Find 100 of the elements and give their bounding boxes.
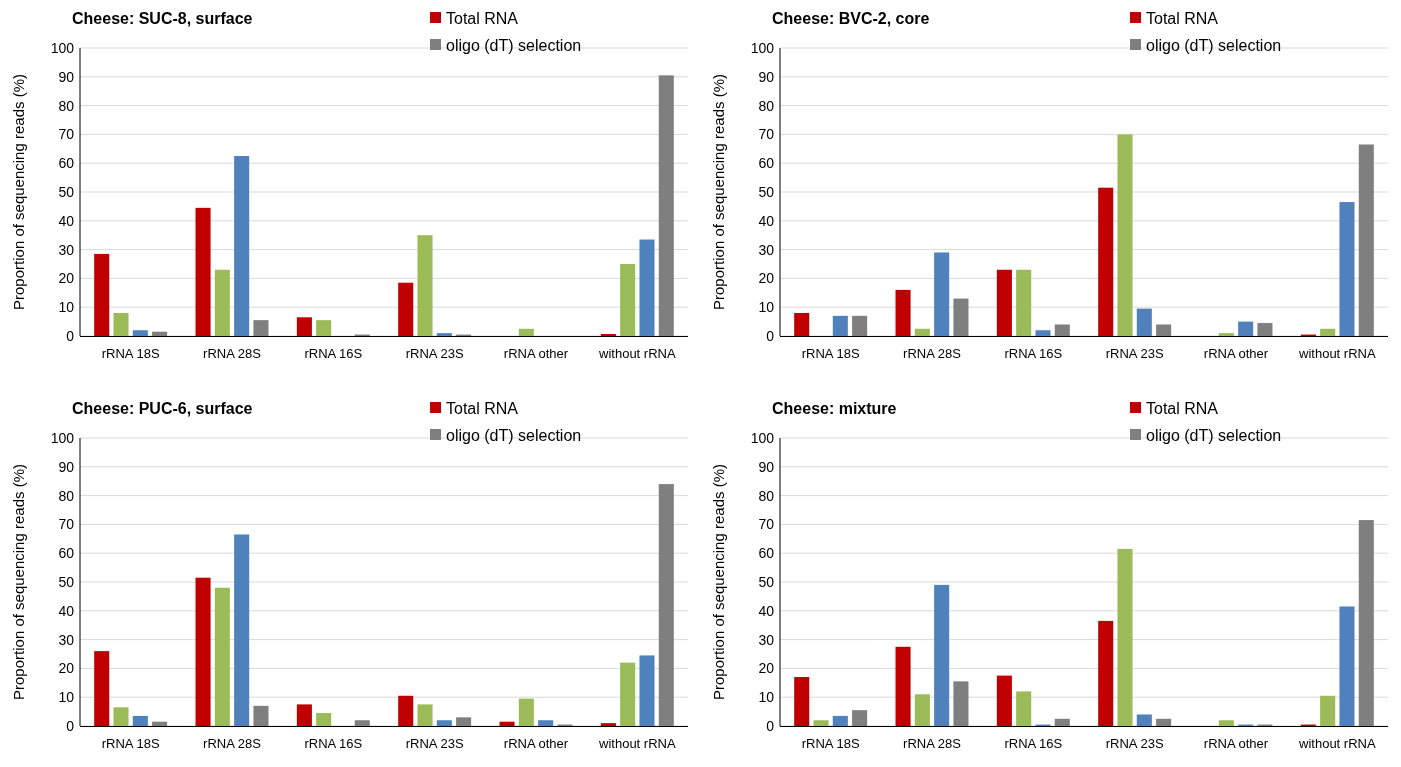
x-tick-label: rRNA 16S <box>304 736 363 751</box>
y-tick-label: 60 <box>58 545 75 562</box>
bar <box>316 320 332 336</box>
bar <box>1117 134 1133 336</box>
y-tick-label: 30 <box>58 631 75 648</box>
chart-title: Cheese: mixture <box>772 400 897 417</box>
bar <box>832 715 848 726</box>
bar <box>234 534 250 726</box>
bar <box>113 312 129 336</box>
y-tick-label: 70 <box>58 516 75 533</box>
bar <box>132 330 148 336</box>
x-tick-label: rRNA other <box>503 736 569 751</box>
bar <box>1156 324 1172 336</box>
x-tick-label: rRNA 18S <box>101 736 160 751</box>
y-tick-label: 40 <box>758 602 775 619</box>
y-tick-label: 40 <box>758 212 775 229</box>
x-tick-label: rRNA 23S <box>1105 736 1164 751</box>
chart-title: Cheese: PUC-6, surface <box>72 400 253 417</box>
bar <box>1035 330 1051 336</box>
bar <box>518 328 534 336</box>
y-tick-label: 100 <box>50 39 75 56</box>
y-tick-label: 0 <box>66 327 75 344</box>
bar <box>398 695 414 726</box>
y-tick-label: 80 <box>758 97 775 114</box>
bar <box>436 333 452 336</box>
legend-label: Total RNA <box>446 399 519 417</box>
x-tick-label: without rRNA <box>598 736 676 751</box>
legend-label: Total RNA <box>1146 9 1219 27</box>
bar <box>813 720 829 726</box>
y-tick-label: 100 <box>750 39 775 56</box>
y-tick-label: 30 <box>758 241 775 258</box>
x-tick-label: rRNA 28S <box>203 736 262 751</box>
bar <box>436 720 452 726</box>
bar <box>316 713 332 726</box>
bar <box>1016 269 1032 336</box>
bar <box>600 723 616 726</box>
legend-label: oligo (dT) selection <box>446 426 582 444</box>
bar <box>996 675 1012 726</box>
bar <box>895 646 911 726</box>
bar <box>1054 718 1070 726</box>
bar <box>518 698 534 726</box>
x-tick-label: rRNA 23S <box>405 346 464 361</box>
y-tick-label: 0 <box>766 327 775 344</box>
bar <box>996 269 1012 336</box>
chart-title: Cheese: BVC-2, core <box>772 10 930 27</box>
bar <box>499 721 515 726</box>
y-tick-label: 0 <box>66 717 75 734</box>
bar <box>214 587 230 726</box>
x-tick-label: rRNA 23S <box>1105 346 1164 361</box>
legend-label: Total RNA <box>1146 399 1219 417</box>
y-axis-title: Proportion of sequencing reads (%) <box>10 464 27 700</box>
x-tick-label: rRNA 18S <box>801 736 860 751</box>
y-tick-label: 10 <box>58 689 75 706</box>
y-tick-label: 50 <box>758 573 775 590</box>
y-tick-label: 80 <box>58 97 75 114</box>
bar <box>658 75 674 336</box>
x-tick-label: without rRNA <box>598 346 676 361</box>
bar <box>914 694 930 726</box>
bar <box>195 577 211 726</box>
bar <box>1218 333 1234 336</box>
chart-title: Cheese: SUC-8, surface <box>72 10 253 27</box>
y-tick-label: 90 <box>758 68 775 85</box>
y-tick-label: 90 <box>58 458 75 475</box>
bar <box>234 156 250 336</box>
bar <box>639 239 655 336</box>
y-tick-label: 10 <box>758 689 775 706</box>
y-tick-label: 10 <box>758 299 775 316</box>
legend-label: Total RNA <box>446 9 519 27</box>
y-tick-label: 50 <box>58 183 75 200</box>
x-tick-label: rRNA 18S <box>101 346 160 361</box>
x-tick-label: without rRNA <box>1298 346 1376 361</box>
y-tick-label: 60 <box>758 545 775 562</box>
bar <box>639 655 655 726</box>
bar <box>417 704 433 726</box>
bar <box>1156 718 1172 726</box>
x-tick-label: rRNA 28S <box>203 346 262 361</box>
bar <box>113 707 129 726</box>
bar <box>852 315 868 336</box>
bar <box>620 264 636 336</box>
bar <box>620 662 636 726</box>
y-axis-title: Proportion of sequencing reads (%) <box>10 74 27 310</box>
y-tick-label: 100 <box>750 429 775 446</box>
bar <box>296 317 312 336</box>
bar <box>253 320 269 336</box>
x-tick-label: rRNA other <box>503 346 569 361</box>
bar <box>1098 620 1114 726</box>
bar <box>132 715 148 726</box>
bar <box>94 253 110 336</box>
bar <box>417 235 433 336</box>
bar <box>914 328 930 336</box>
y-tick-label: 60 <box>758 155 775 172</box>
x-tick-label: rRNA 23S <box>405 736 464 751</box>
bar <box>214 269 230 336</box>
bar <box>852 710 868 726</box>
bar <box>934 584 950 726</box>
bar <box>1257 323 1273 336</box>
y-tick-label: 70 <box>758 126 775 143</box>
y-tick-label: 90 <box>758 458 775 475</box>
bar <box>152 721 168 726</box>
x-tick-label: rRNA 16S <box>1004 346 1063 361</box>
